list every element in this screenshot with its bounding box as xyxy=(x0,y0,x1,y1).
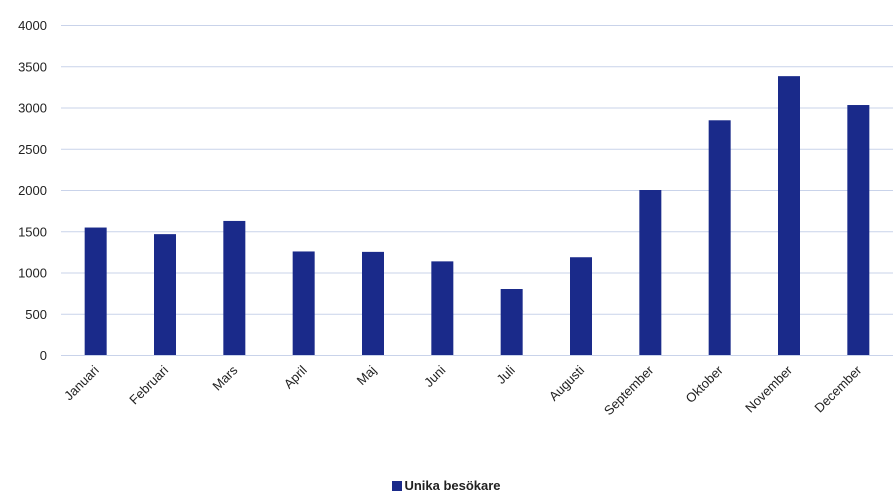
x-axis-tick-labels: Januari Februari Mars April Maj Juni Juli Augus… xyxy=(61,362,865,418)
gridlines xyxy=(61,25,893,356)
bar-februari xyxy=(154,234,176,355)
legend-label: Unika besökare xyxy=(404,478,501,493)
legend: Unika besökare xyxy=(0,478,893,494)
y-tick-label: 3000 xyxy=(18,101,47,116)
bar-oktober xyxy=(708,120,731,355)
y-tick-label: 1500 xyxy=(18,224,47,239)
bar-december xyxy=(847,105,870,356)
bar-augusti xyxy=(570,257,592,355)
x-tick-label-februari: Februari xyxy=(126,362,171,407)
x-tick-label-januari: Januari xyxy=(61,362,102,403)
x-tick-label-maj: Maj xyxy=(354,362,379,387)
bar-september xyxy=(639,190,662,355)
x-tick-label-september: September xyxy=(601,362,657,418)
x-tick-label-november: November xyxy=(742,362,795,415)
y-tick-label: 4000 xyxy=(18,18,47,33)
bar-januari xyxy=(84,227,107,355)
y-tick-label: 1000 xyxy=(18,266,47,281)
y-tick-label: 500 xyxy=(25,307,47,322)
bar-mars xyxy=(223,220,246,355)
y-tick-label: 2000 xyxy=(18,183,47,198)
bar-november xyxy=(778,76,800,356)
bar-april xyxy=(292,251,315,355)
bar-juli xyxy=(500,289,523,355)
y-axis-tick-labels: 0 500 1000 1500 2000 2500 3000 3500 4000 xyxy=(18,18,47,363)
y-tick-label: 0 xyxy=(40,348,47,363)
x-tick-label-juni: Juni xyxy=(421,362,449,390)
y-tick-label: 2500 xyxy=(18,142,47,157)
x-tick-label-december: December xyxy=(811,362,864,415)
x-tick-label-mars: Mars xyxy=(209,362,240,393)
y-tick-label: 3500 xyxy=(18,59,47,74)
bar-juni xyxy=(431,261,454,355)
legend-swatch xyxy=(392,481,403,491)
x-tick-label-juli: Juli xyxy=(493,362,517,386)
bar-maj xyxy=(362,251,384,355)
x-tick-label-april: April xyxy=(281,362,310,391)
x-tick-label-oktober: Oktober xyxy=(682,362,726,406)
bars xyxy=(84,76,870,356)
x-tick-label-augusti: Augusti xyxy=(546,362,587,403)
